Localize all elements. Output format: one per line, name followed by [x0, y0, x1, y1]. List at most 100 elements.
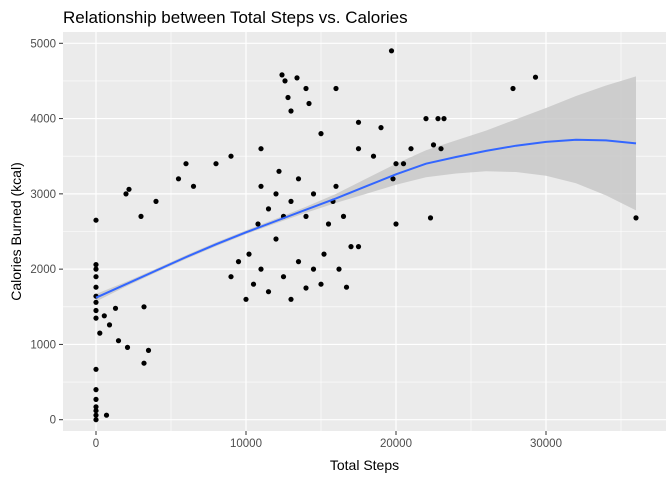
data-point	[310, 191, 317, 197]
data-point	[93, 315, 99, 321]
data-point	[273, 191, 279, 197]
data-point	[295, 259, 302, 265]
data-point	[438, 146, 444, 152]
data-point	[408, 146, 414, 152]
data-point	[93, 299, 99, 305]
data-point	[633, 215, 639, 221]
data-point	[333, 183, 339, 189]
data-point	[378, 125, 384, 131]
data-point	[532, 74, 539, 80]
data-point	[318, 281, 324, 287]
data-point	[388, 48, 395, 54]
data-point	[423, 116, 429, 122]
data-point	[93, 307, 99, 314]
x-tick-label: 0	[93, 438, 99, 450]
data-point	[321, 251, 327, 257]
x-axis-title: Total Steps	[330, 457, 399, 473]
data-point	[153, 198, 159, 204]
data-point	[93, 404, 99, 410]
y-axis-ticks: 0 1000 2000 3000 4000 5000	[30, 38, 63, 427]
data-point	[265, 206, 272, 212]
data-point	[355, 119, 362, 125]
data-point	[310, 266, 317, 272]
data-point	[370, 153, 377, 159]
data-point	[318, 131, 324, 137]
data-point	[93, 412, 99, 418]
data-point	[336, 266, 342, 272]
data-point	[340, 213, 347, 219]
data-point	[126, 186, 132, 192]
data-point	[510, 85, 516, 92]
data-point	[97, 330, 103, 336]
y-tick-label: 2000	[30, 264, 56, 276]
data-point	[115, 338, 122, 344]
data-point	[123, 191, 129, 197]
x-tick-label: 10000	[230, 438, 262, 450]
data-point	[138, 213, 144, 219]
data-point	[235, 259, 242, 265]
data-point	[141, 304, 147, 310]
y-tick-label: 1000	[30, 339, 56, 351]
confidence-band	[96, 76, 636, 302]
data-point	[93, 262, 99, 268]
data-point	[276, 168, 282, 174]
data-point	[103, 412, 110, 418]
data-point	[306, 100, 312, 107]
data-point	[325, 221, 332, 227]
data-point	[355, 146, 362, 152]
data-point	[250, 281, 257, 287]
data-point	[124, 344, 131, 350]
data-point	[93, 366, 99, 372]
smooth-line-layer	[95, 138, 637, 299]
data-point	[282, 78, 288, 84]
data-point	[288, 296, 294, 302]
data-point	[273, 236, 279, 242]
data-point	[288, 198, 294, 204]
data-point	[430, 142, 437, 148]
data-point	[288, 108, 294, 114]
y-tick-label: 0	[50, 415, 56, 427]
data-point	[183, 161, 189, 167]
data-point	[279, 72, 285, 78]
smooth-trend-line	[95, 138, 637, 299]
data-point	[93, 396, 99, 402]
data-point	[393, 161, 399, 167]
y-axis-title: Calories Burned (kcal)	[8, 162, 24, 301]
data-point	[93, 274, 99, 280]
data-point	[303, 213, 309, 219]
data-point	[333, 85, 339, 92]
confidence-band-layer	[96, 76, 636, 302]
y-tick-label: 3000	[30, 189, 56, 201]
data-point	[213, 161, 219, 167]
data-point	[258, 266, 264, 272]
x-tick-label: 30000	[530, 438, 562, 450]
x-tick-label: 20000	[380, 438, 412, 450]
data-point	[280, 274, 287, 280]
y-tick-label: 5000	[30, 38, 56, 50]
data-point	[294, 75, 300, 81]
data-point	[141, 360, 147, 366]
data-point	[93, 408, 99, 414]
data-point	[145, 347, 152, 353]
data-point	[93, 417, 99, 423]
data-point	[285, 94, 291, 101]
data-point	[265, 289, 272, 295]
data-point	[295, 176, 302, 182]
data-point	[348, 244, 354, 250]
data-point	[441, 116, 447, 122]
data-point	[427, 215, 434, 221]
data-point	[228, 274, 234, 280]
x-axis-ticks: 0 10000 20000 30000	[93, 431, 562, 450]
data-point	[175, 176, 182, 182]
data-points	[93, 48, 639, 423]
data-point	[393, 221, 399, 227]
data-point	[106, 322, 113, 328]
data-point	[400, 161, 407, 167]
data-point	[303, 285, 309, 291]
data-point	[355, 244, 362, 250]
data-point	[255, 221, 261, 227]
data-point	[93, 284, 99, 290]
chart-title: Relationship between Total Steps vs. Cal…	[63, 8, 408, 27]
data-point	[228, 153, 234, 159]
